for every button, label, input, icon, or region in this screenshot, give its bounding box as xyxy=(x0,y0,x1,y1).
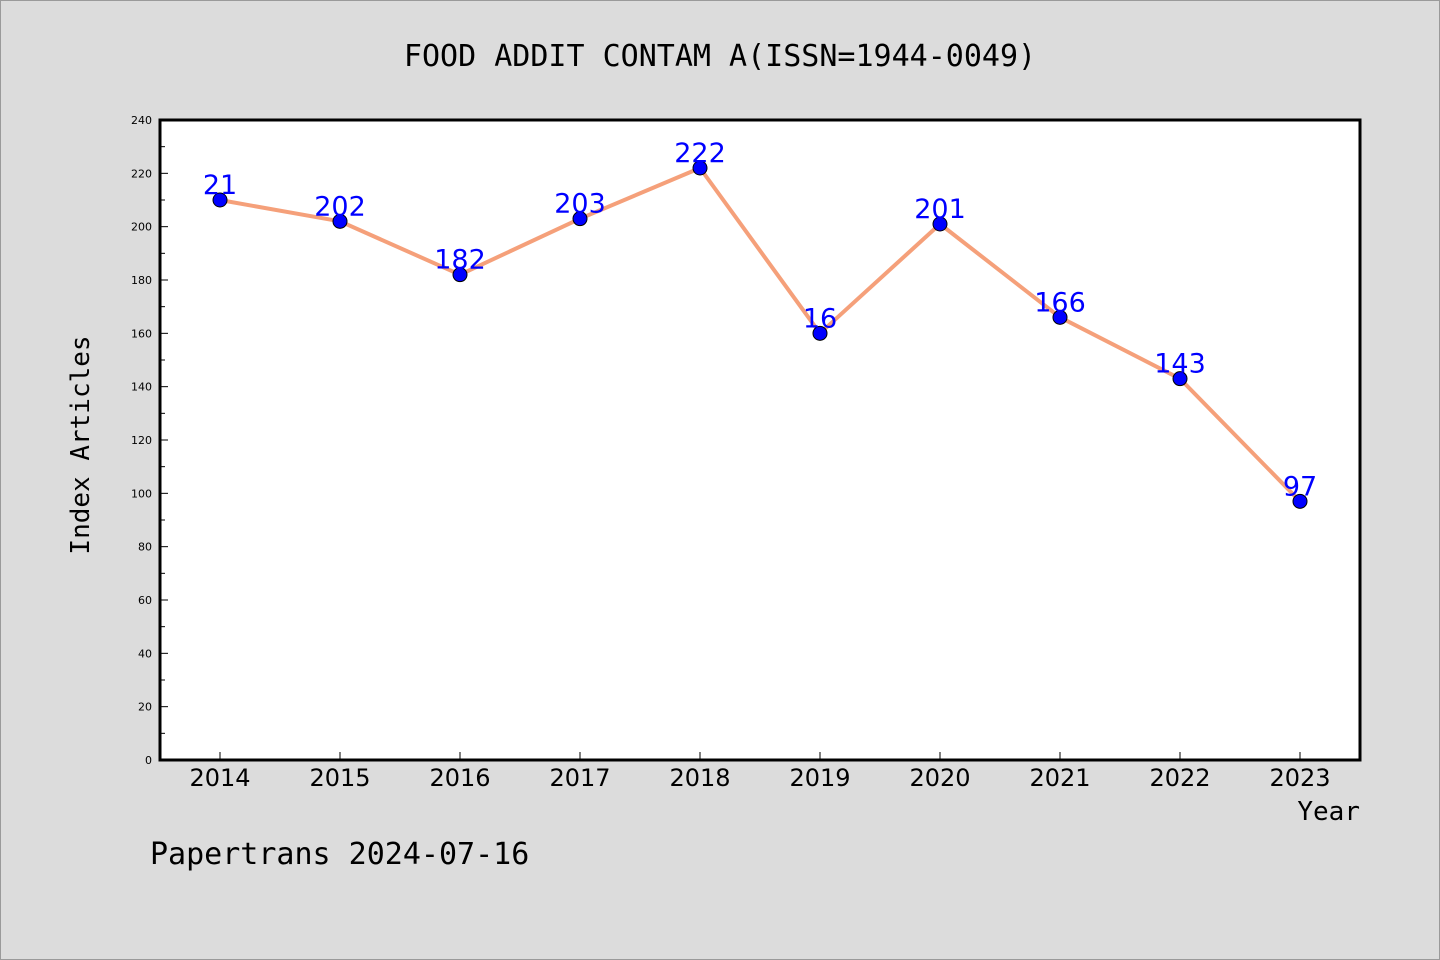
y-tick-label: 80 xyxy=(138,541,152,554)
data-point xyxy=(692,160,708,176)
data-label: 21 xyxy=(203,170,237,201)
footer-credit: Papertrans 2024-07-16 xyxy=(150,837,529,872)
x-tick-label: 2022 xyxy=(1149,764,1210,792)
data-label: 222 xyxy=(674,138,726,169)
y-tick-label: 120 xyxy=(131,434,152,447)
y-tick-label: 160 xyxy=(131,327,152,340)
y-axis: 0 20 40 60 80 100 120 140 160 180 200 220 240 xyxy=(131,114,168,767)
data-point xyxy=(1172,371,1188,387)
y-tick-label: 200 xyxy=(131,221,152,234)
data-point xyxy=(332,213,348,229)
data-label: 166 xyxy=(1034,287,1086,318)
series-line-group xyxy=(219,166,1302,503)
data-point xyxy=(572,211,588,227)
x-tick-label: 2018 xyxy=(669,764,730,792)
x-axis: 2014 2015 2016 2017 2018 2019 2020 2021 2022 2023 xyxy=(189,752,1331,792)
x-tick-label: 2016 xyxy=(429,764,490,792)
data-label: 203 xyxy=(554,189,606,220)
data-point xyxy=(932,216,948,232)
x-tick-label: 2020 xyxy=(909,764,970,792)
data-point xyxy=(812,325,828,341)
y-tick-label: 240 xyxy=(131,114,152,127)
data-point xyxy=(1292,493,1308,509)
x-tick-label: 2019 xyxy=(789,764,850,792)
plot-area xyxy=(158,118,1362,762)
x-tick-label: 2023 xyxy=(1269,764,1330,792)
data-label: 182 xyxy=(434,245,486,276)
data-label: 201 xyxy=(914,194,966,225)
y-axis-title: Index Articles xyxy=(66,335,96,554)
y-tick-label: 100 xyxy=(131,487,152,500)
y-tick-label: 0 xyxy=(145,754,152,767)
data-point xyxy=(452,267,468,283)
x-tick-label: 2014 xyxy=(189,764,250,792)
x-axis-title: Year xyxy=(1297,797,1360,827)
y-tick-label: 20 xyxy=(138,701,152,714)
x-tick-label: 2015 xyxy=(309,764,370,792)
y-tick-label: 180 xyxy=(131,274,152,287)
x-tick-label: 2021 xyxy=(1029,764,1090,792)
data-label: 202 xyxy=(314,191,366,222)
data-point xyxy=(1052,309,1068,325)
data-point xyxy=(212,192,228,208)
data-label: 16 xyxy=(803,303,837,334)
data-labels-group: 21 202 182 203 222 16 201 166 143 97 xyxy=(203,138,1317,502)
series-line xyxy=(219,166,1302,503)
data-label: 143 xyxy=(1154,349,1206,380)
y-tick-label: 220 xyxy=(131,167,152,180)
y-tick-label: 140 xyxy=(131,381,152,394)
data-points-group xyxy=(212,160,1308,509)
y-tick-label: 60 xyxy=(138,594,152,607)
chart-title: FOOD ADDIT CONTAM A(ISSN=1944-0049) xyxy=(404,39,1036,74)
y-tick-label: 40 xyxy=(138,647,152,660)
data-label: 97 xyxy=(1283,471,1317,502)
x-tick-label: 2017 xyxy=(549,764,610,792)
